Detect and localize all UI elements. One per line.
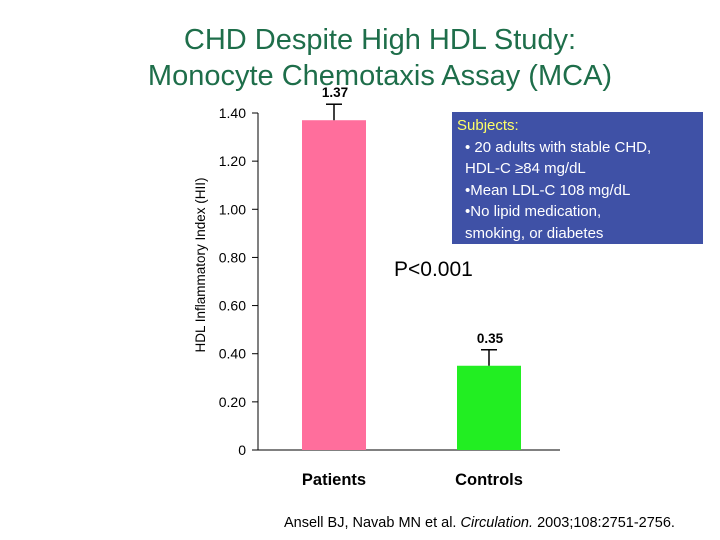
y-tick-label: 0.40 [219, 346, 246, 362]
subjects-line: smoking, or diabetes [465, 224, 604, 242]
subjects-line: •No lipid medication, [465, 203, 602, 220]
subjects-info-box: Subjects: • 20 adults with stable CHD, H… [452, 112, 703, 244]
data-label-controls: 0.35 [477, 331, 504, 346]
y-tick-label: 0.20 [219, 394, 246, 410]
bar-patients [302, 120, 366, 450]
citation-journal: Circulation. [460, 515, 534, 531]
data-label-patients: 1.37 [322, 85, 348, 100]
subjects-heading: Subjects: [457, 117, 519, 134]
bar-controls [457, 365, 521, 450]
citation-details: 2003;108:2751-2756. [537, 515, 675, 531]
y-tick-label: 1.40 [219, 105, 246, 121]
y-tick-label: 1.00 [219, 201, 246, 217]
subjects-line: • 20 adults with stable CHD, [465, 138, 652, 156]
chart-title-line-1: CHD Despite High HDL Study: [183, 24, 577, 56]
x-tick-label-patients: Patients [302, 471, 366, 489]
y-tick-label: 0.80 [219, 249, 246, 265]
citation: Ansell BJ, Navab MN et al. Circulation. … [284, 515, 675, 531]
p-value-label: P<0.001 [394, 258, 473, 281]
chart-title-line-2: Monocyte Chemotaxis Assay (MCA) [147, 60, 613, 92]
y-axis-label: HDL Inflammatory Index (HII) [193, 177, 208, 352]
subjects-line: HDL-C ≥84 mg/dL [465, 160, 586, 177]
citation-authors: Ansell BJ, Navab MN et al. [284, 515, 457, 531]
y-tick-label: 0 [238, 442, 246, 458]
x-tick-label-controls: Controls [455, 471, 523, 489]
y-tick-label: 1.20 [219, 153, 246, 169]
y-tick-label: 0.60 [219, 298, 246, 314]
subjects-line: •Mean LDL-C 108 mg/dL [465, 181, 631, 199]
